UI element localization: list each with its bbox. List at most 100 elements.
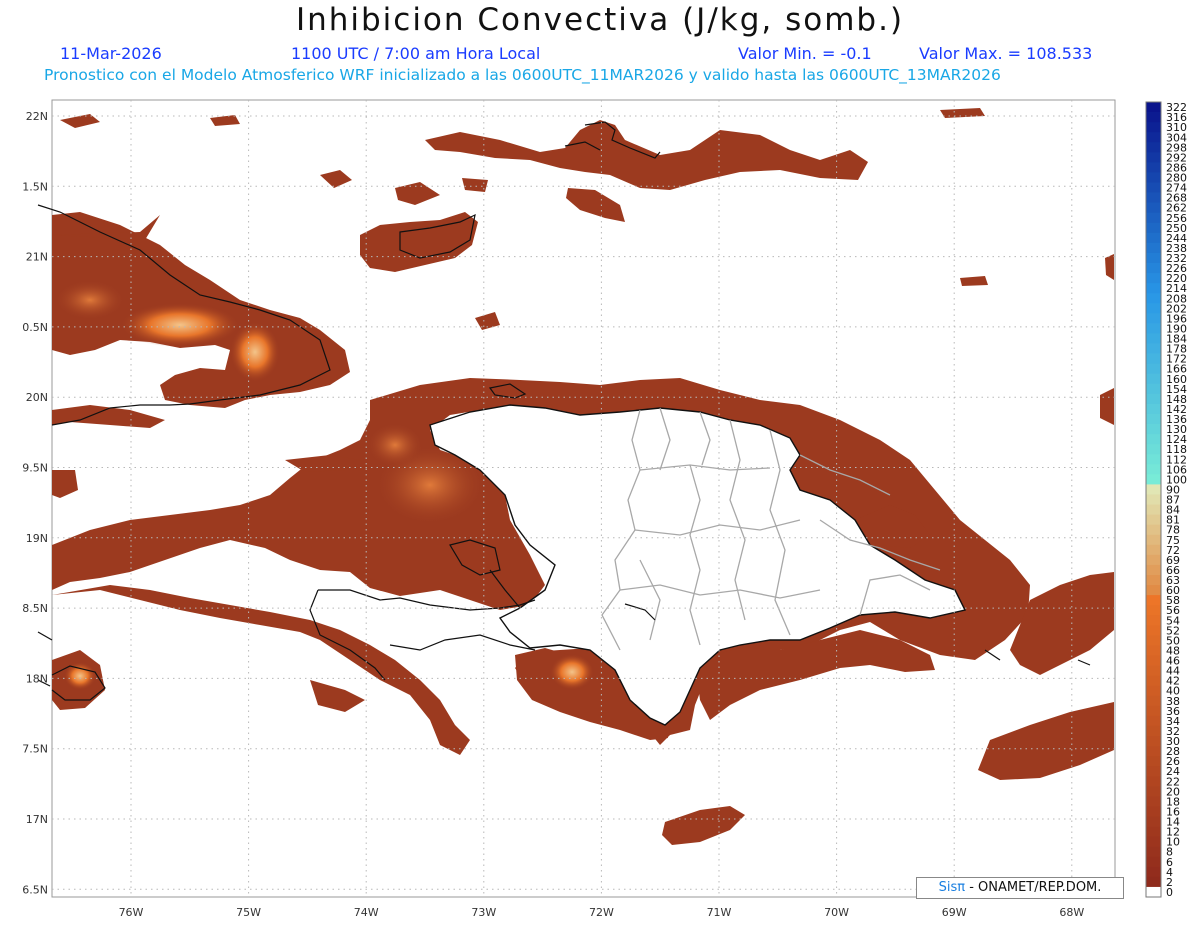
legend-swatch [1146,343,1161,354]
legend-label: 75 [1166,534,1180,547]
lon-label: 72W [589,906,614,919]
legend-label: 84 [1166,504,1180,517]
legend-swatch [1146,705,1161,717]
legend-swatch [1146,252,1161,264]
lon-label: 69W [942,906,967,919]
legend-label: 6 [1166,856,1173,869]
credit-box: Sisπ - ONAMET/REP.DOM. [916,877,1124,899]
legend-swatch [1146,514,1161,526]
legend-label: 44 [1166,665,1180,678]
lon-label: 75W [236,906,261,919]
legend-swatch [1146,655,1161,666]
legend-label: 172 [1166,353,1187,366]
legend-swatch [1146,786,1161,797]
legend-label: 226 [1166,262,1187,275]
lat-label: 22N [26,110,48,123]
legend-swatch [1146,695,1161,707]
lat-label: 0.5N [22,321,48,334]
coastlines [37,121,1091,701]
legend-swatch [1146,735,1161,747]
legend-swatch [1146,494,1161,505]
legend-swatch [1146,162,1161,173]
lat-label: 9.5N [22,462,48,475]
legend-label: 274 [1166,182,1187,195]
legend-label: 238 [1166,242,1187,255]
legend-swatch [1146,866,1161,878]
legend-swatch [1146,574,1161,586]
legend-label: 12 [1166,826,1180,839]
legend-label: 58 [1166,594,1180,607]
legend-label: 220 [1166,272,1187,285]
legend-swatch [1146,766,1161,777]
legend-swatch [1146,122,1161,133]
legend-swatch [1146,434,1161,445]
legend-swatch [1146,776,1161,787]
legend-swatch [1146,424,1161,435]
legend-label: 10 [1166,836,1180,849]
legend-label: 50 [1166,634,1180,647]
legend-label: 78 [1166,524,1180,537]
legend-label: 38 [1166,695,1180,708]
legend-swatch [1146,615,1161,626]
legend-label: 286 [1166,161,1187,174]
legend-swatch [1146,806,1161,817]
legend-label: 66 [1166,564,1180,577]
legend-label: 26 [1166,755,1180,768]
legend-label: 14 [1166,816,1180,829]
legend-label: 56 [1166,604,1180,617]
legend-label: 87 [1166,494,1180,507]
legend-swatch [1146,675,1161,687]
legend-label: 136 [1166,413,1187,426]
legend-swatch [1146,232,1161,244]
legend-label: 208 [1166,292,1187,305]
lat-label: 20N [26,391,48,404]
legend-label: 60 [1166,584,1180,597]
legend-label: 304 [1166,131,1187,144]
legend-swatch [1146,836,1161,848]
legend-swatch [1146,313,1161,324]
legend-label: 196 [1166,312,1187,325]
legend-label: 142 [1166,403,1187,416]
legend-swatch [1146,524,1161,536]
legend-label: 100 [1166,473,1187,486]
hispaniola-land [429,404,967,726]
legend-label: 280 [1166,172,1187,185]
longitude-labels: 76W 75W 74W 73W 72W 71W 70W 69W 68W [119,906,1085,919]
value-max: Valor Max. = 108.533 [919,44,1093,63]
legend-label: 184 [1166,333,1187,346]
legend-swatch [1146,363,1161,375]
legend-label: 46 [1166,655,1180,668]
legend-label: 106 [1166,463,1187,476]
legend-label: 32 [1166,725,1180,738]
legend-label: 0 [1166,886,1173,899]
legend-label: 18 [1166,795,1180,808]
cin-maxima [55,280,594,690]
legend-label: 40 [1166,685,1180,698]
lat-label: 17N [26,813,48,826]
legend-label: 4 [1166,866,1173,879]
legend-label: 166 [1166,363,1187,376]
legend-label: 81 [1166,514,1180,527]
legend-label: 154 [1166,383,1187,396]
legend-label: 2 [1166,876,1173,889]
legend-swatch [1146,102,1161,113]
legend-swatch [1146,202,1161,214]
lat-label: 6.5N [22,883,48,896]
legend-swatch [1146,595,1161,606]
color-legend: 3223163103042982922862802742682622562502… [1145,101,1187,899]
value-min: Valor Min. = -0.1 [738,44,872,63]
legend-swatch [1146,585,1161,596]
legend-swatch [1146,625,1161,636]
legend-label: 16 [1166,805,1180,818]
legend-label: 268 [1166,192,1187,205]
legend-swatch [1146,383,1161,395]
legend-label: 118 [1166,443,1187,456]
legend-label: 48 [1166,644,1180,657]
legend-swatch [1146,544,1161,556]
legend-swatch [1146,172,1161,183]
legend-label: 8 [1166,846,1173,859]
legend-label: 178 [1166,343,1187,356]
lon-label: 70W [824,906,849,919]
